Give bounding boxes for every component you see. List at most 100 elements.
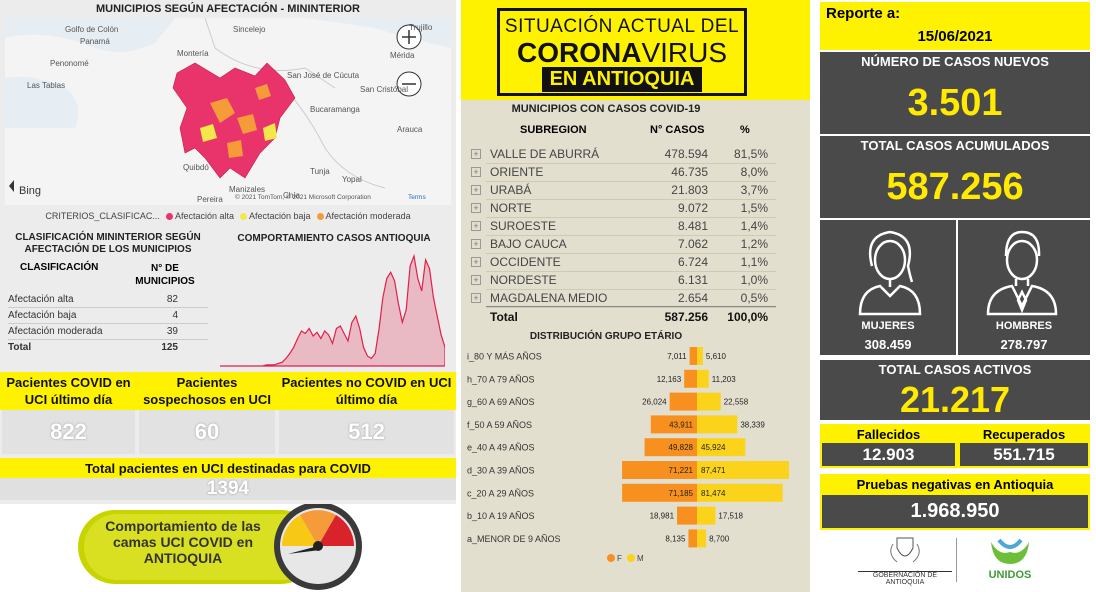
cell: 6.724 bbox=[677, 255, 708, 269]
new-cases-label: NÚMERO DE CASOS NUEVOS bbox=[861, 54, 1049, 69]
value-label: 43,911 bbox=[669, 420, 693, 429]
negative-label: Pruebas negativas en Antioquia bbox=[856, 477, 1054, 492]
bar bbox=[669, 392, 697, 411]
legend-title: CRITERIOS_CLASIFICAC... bbox=[45, 211, 160, 221]
legend-label: Afectación moderada bbox=[325, 211, 411, 221]
cell: 4 bbox=[172, 310, 178, 321]
row-line bbox=[486, 217, 776, 218]
value-label: 11,203 bbox=[712, 375, 736, 384]
expand-icon[interactable]: + bbox=[471, 203, 481, 213]
trend-area bbox=[220, 253, 445, 367]
cell: 0,5% bbox=[740, 291, 768, 305]
table-header: N° DE MUNICIPIOS bbox=[135, 263, 195, 287]
map[interactable]: Bing © 2021 TomTom, © 2021 Microsoft Cor… bbox=[5, 18, 451, 205]
cell: 8.481 bbox=[677, 219, 708, 233]
place-label: Trujillo bbox=[409, 23, 433, 32]
table-header: CLASIFICACIÓN bbox=[20, 262, 99, 273]
cell: Total bbox=[490, 310, 518, 324]
legend-label: Afectación alta bbox=[174, 211, 234, 221]
expand-icon[interactable]: + bbox=[471, 293, 481, 303]
expand-icon[interactable]: + bbox=[471, 221, 481, 231]
cell: 1,2% bbox=[740, 237, 768, 251]
uci-value-box bbox=[279, 410, 454, 454]
place-label: Sincelejo bbox=[233, 25, 266, 34]
expand-icon[interactable]: + bbox=[471, 257, 481, 267]
bar bbox=[697, 506, 716, 525]
value-label: 8,700 bbox=[709, 534, 730, 543]
cell: 6.131 bbox=[677, 273, 708, 287]
uci-total-value: 1394 bbox=[206, 478, 250, 499]
bar bbox=[684, 369, 697, 388]
place-label: Montería bbox=[177, 49, 209, 58]
cell: Afectación moderada bbox=[8, 326, 103, 337]
uci-value: 822 bbox=[50, 419, 87, 444]
cell: 9.072 bbox=[677, 201, 708, 215]
legend-swatch bbox=[316, 212, 324, 220]
place-label: San Cristóbal bbox=[360, 85, 408, 94]
expand-icon[interactable]: + bbox=[471, 149, 481, 159]
cell: Afectación baja bbox=[8, 310, 77, 321]
value-label: 8,135 bbox=[665, 534, 686, 543]
uci-value: 60 bbox=[194, 419, 220, 444]
row-line bbox=[486, 307, 776, 308]
expand-icon[interactable]: + bbox=[471, 239, 481, 249]
cell: 587.256 bbox=[664, 310, 708, 324]
header-line: SITUACIÓN ACTUAL DEL bbox=[504, 16, 740, 37]
bar bbox=[644, 438, 697, 457]
map-terms[interactable]: Terms bbox=[408, 194, 426, 201]
cases-box bbox=[820, 52, 1090, 355]
cell: VALLE DE ABURRÁ bbox=[490, 147, 600, 161]
bar bbox=[622, 461, 697, 479]
value-label: 26,024 bbox=[642, 398, 667, 407]
category-label: h_70 A 79 AÑOS bbox=[467, 374, 535, 384]
place-label: Chía bbox=[283, 191, 300, 200]
category-label: a_MENOR DE 9 AÑOS bbox=[467, 534, 561, 544]
legend-item: Afectación alta bbox=[165, 211, 234, 221]
recovered-value: 551.715 bbox=[960, 443, 1088, 466]
value-label: 17,518 bbox=[718, 512, 743, 521]
legend-label: Afectación baja bbox=[248, 211, 311, 221]
cell: 21.803 bbox=[671, 183, 708, 197]
classification-table: Afectación alta 82 Afectación baja 4 Afectac… bbox=[8, 292, 208, 355]
place-label: Panamá bbox=[80, 37, 110, 46]
men-label: HOMBRES bbox=[995, 320, 1053, 332]
cell: MAGDALENA MEDIO bbox=[490, 291, 608, 305]
map-legend: CRITERIOS_CLASIFICAC... Afectación alta A… bbox=[0, 208, 456, 224]
age-chart: i_80 Y MÁS AÑOS 7,011 5,610 h_70 A 79 AÑOS 1… bbox=[467, 347, 789, 563]
cell: 8,0% bbox=[740, 165, 768, 179]
trend-chart bbox=[220, 253, 445, 367]
divider bbox=[820, 218, 1090, 220]
place-label: Yopal bbox=[342, 175, 362, 184]
cell: 3,7% bbox=[740, 183, 768, 197]
map-attribution: © 2021 TomTom, © 2021 Microsoft Corporat… bbox=[235, 193, 371, 201]
unidos-logo bbox=[991, 538, 1029, 564]
bar bbox=[697, 438, 746, 457]
cell: NORDESTE bbox=[490, 273, 557, 287]
cell: 125 bbox=[161, 342, 178, 353]
cell: 39 bbox=[166, 326, 178, 337]
banner-text: Comportamiento de las camas UCI COVID en… bbox=[105, 518, 261, 566]
table-header: SUBREGION bbox=[520, 124, 587, 136]
man-icon bbox=[986, 230, 1058, 316]
expand-icon[interactable]: + bbox=[471, 167, 481, 177]
legend-swatch bbox=[607, 554, 615, 562]
category-label: i_80 Y MÁS AÑOS bbox=[467, 352, 542, 362]
bar bbox=[688, 529, 697, 548]
uci-label: Pacientes COVID en UCI último día bbox=[6, 375, 131, 407]
legend-swatch bbox=[239, 212, 247, 220]
row-line bbox=[486, 253, 776, 254]
cell: 100,0% bbox=[727, 310, 768, 324]
gov-logo bbox=[890, 537, 920, 563]
uci-banner[interactable]: Comportamiento de las camas UCI COVID en… bbox=[0, 504, 456, 592]
row-line bbox=[486, 271, 776, 272]
kpi-band bbox=[0, 372, 456, 410]
value-label: 49,828 bbox=[669, 443, 694, 452]
active-value: 21.217 bbox=[899, 379, 1011, 420]
row-line bbox=[486, 235, 776, 236]
cell: 46.735 bbox=[671, 165, 708, 179]
value-label: 71,185 bbox=[669, 489, 694, 498]
expand-icon[interactable]: + bbox=[471, 275, 481, 285]
women-label: MUJERES bbox=[861, 320, 915, 332]
expand-icon[interactable]: + bbox=[471, 185, 481, 195]
value-label: 87,471 bbox=[701, 466, 726, 475]
